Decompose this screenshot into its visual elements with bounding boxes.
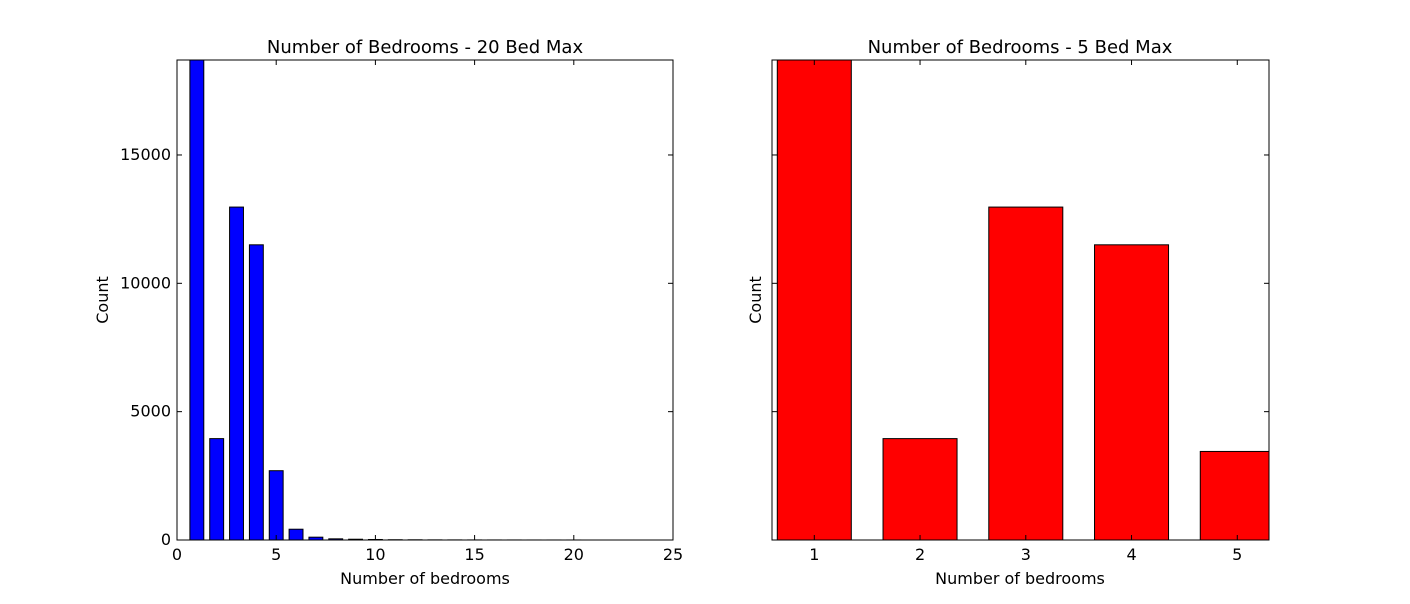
chart-title: Number of Bedrooms - 20 Bed Max	[267, 37, 584, 58]
x-tick-label: 5	[271, 545, 281, 564]
x-tick-label: 2	[915, 545, 925, 564]
x-tick-label: 20	[564, 545, 584, 564]
bar	[269, 471, 283, 540]
bar	[1095, 245, 1169, 540]
bars	[777, 60, 1274, 540]
bar	[777, 60, 851, 540]
y-tick-label: 0	[161, 530, 171, 549]
x-tick-label: 5	[1232, 545, 1242, 564]
x-tick-label: 1	[809, 545, 819, 564]
bar	[190, 60, 204, 540]
bars	[190, 60, 581, 540]
y-axis-label: Count	[746, 276, 765, 324]
chart-title: Number of Bedrooms - 5 Bed Max	[868, 37, 1173, 58]
y-tick-label: 15000	[120, 145, 171, 164]
bar	[249, 245, 263, 540]
x-tick-label: 4	[1126, 545, 1136, 564]
chart-panel-20-bed-max: Number of Bedrooms - 20 Bed Max Number o…	[93, 37, 683, 588]
chart-panel-5-bed-max: Number of Bedrooms - 5 Bed Max Number of…	[746, 37, 1274, 588]
bar	[230, 207, 244, 540]
x-tick-label: 10	[365, 545, 385, 564]
y-tick-label: 10000	[120, 273, 171, 292]
y-axis-label: Count	[93, 276, 112, 324]
bar	[1200, 451, 1274, 540]
x-tick-label: 3	[1021, 545, 1031, 564]
x-tick-label: 15	[464, 545, 484, 564]
bar	[289, 529, 303, 540]
bar	[883, 439, 957, 540]
x-axis-label: Number of bedrooms	[340, 569, 510, 588]
x-axis-label: Number of bedrooms	[935, 569, 1105, 588]
y-tick-label: 5000	[130, 402, 171, 421]
x-tick-label: 25	[663, 545, 683, 564]
x-tick-label: 0	[172, 545, 182, 564]
bar	[210, 439, 224, 540]
bar	[989, 207, 1063, 540]
